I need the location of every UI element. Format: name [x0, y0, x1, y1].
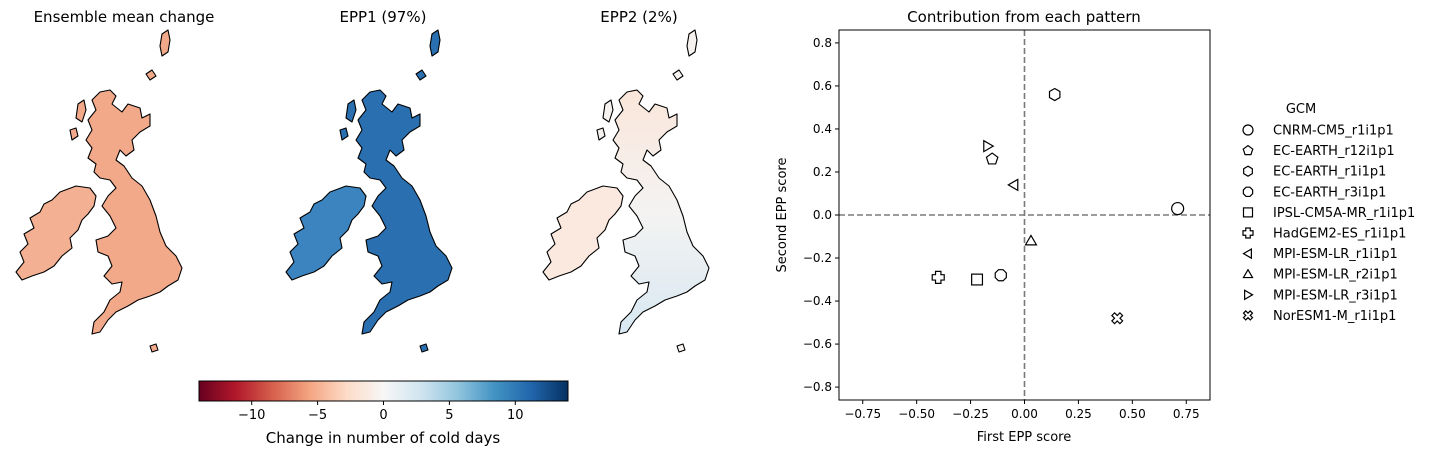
scatter-point: [1007, 178, 1019, 192]
legend-marker: [1242, 268, 1254, 279]
map-landmass: [69, 127, 79, 141]
map-landmass: [345, 99, 357, 123]
map-landmass: [145, 69, 157, 81]
y-ticks: −0.8 −0.6 −0.4 −0.2 0.0 0.2 0.4 0.6 0.8: [803, 36, 839, 394]
map-ireland: [542, 185, 624, 281]
map-panel: [15, 29, 183, 353]
scatter-point: [1171, 201, 1185, 216]
maps-layer: Ensemble mean change EPP1 (97%) EPP2 (2%): [15, 8, 710, 353]
scatter-point: [1048, 87, 1061, 102]
y-tick-label: 0.0: [813, 208, 832, 222]
colorbar-tick-label: −5: [308, 408, 327, 423]
legend-title: GCM: [1286, 102, 1316, 117]
map-title: Ensemble mean change: [34, 8, 215, 26]
colorbar-tick-label: 10: [507, 408, 524, 423]
legend-marker: [1244, 289, 1254, 301]
map-landmass: [415, 69, 427, 81]
legend-label: EC-EARTH_r3i1p1: [1273, 185, 1386, 200]
legend: GCM CNRM-CM5_r1i1p1 EC-EARTH_r12i1p1 EC-EA…: [1242, 102, 1415, 324]
map-landmass: [686, 29, 698, 57]
colorbar: −10 −5 0 5 10 Change in number of cold days: [198, 380, 569, 447]
map-landmass: [612, 89, 710, 335]
map-title: EPP1 (97%): [340, 8, 427, 26]
legend-marker: [1242, 186, 1254, 198]
legend-marker: [1242, 310, 1254, 321]
x-axis-label: First EPP score: [977, 430, 1071, 445]
legend-label: MPI-ESM-LR_r1i1p1: [1273, 247, 1398, 262]
map-landmass: [85, 89, 183, 335]
legend-label: IPSL-CM5A-MR_r1i1p1: [1273, 206, 1415, 221]
reference-lines: [839, 30, 1210, 400]
map-landmass: [339, 127, 349, 141]
legend-label: NorESM1-M_r1i1p1: [1273, 309, 1396, 324]
scatter-points: [931, 87, 1185, 325]
map-landmass: [429, 29, 441, 57]
map-panel: [285, 29, 453, 353]
colorbar-ticks: −10 −5 0 5 10: [238, 401, 524, 423]
legend-label: CNRM-CM5_r1i1p1: [1273, 124, 1394, 139]
map-landmass: [672, 69, 684, 81]
scatter-point: [994, 269, 1007, 282]
map-landmass: [419, 343, 429, 353]
x-tick-label: −0.50: [898, 407, 935, 421]
legend-marker: [1243, 165, 1253, 177]
x-tick-label: −0.75: [844, 407, 881, 421]
legend-marker: [1242, 144, 1254, 156]
colorbar-label: Change in number of cold days: [266, 429, 501, 447]
y-tick-label: −0.2: [803, 251, 832, 265]
map-landmass: [355, 89, 453, 335]
y-tick-label: −0.4: [803, 294, 832, 308]
map-ireland: [285, 185, 367, 281]
map-landmass: [159, 29, 171, 57]
scatter-point: [985, 152, 999, 165]
legend-marker: [1242, 248, 1252, 260]
chart-title: Contribution from each pattern: [907, 8, 1141, 26]
y-tick-label: −0.6: [803, 337, 832, 351]
legend-items: CNRM-CM5_r1i1p1 EC-EARTH_r12i1p1 EC-EARTH_…: [1242, 124, 1415, 324]
legend-marker: [1242, 124, 1254, 136]
x-tick-label: −0.25: [952, 407, 989, 421]
y-tick-label: 0.2: [813, 165, 832, 179]
x-tick-label: 0.75: [1173, 407, 1200, 421]
map-landmass: [149, 343, 159, 353]
legend-marker: [1242, 227, 1254, 239]
x-ticks: −0.75 −0.50 −0.25 0.00 0.25 0.50 0.75: [844, 400, 1200, 421]
map-landmass: [602, 99, 614, 123]
scatter-point: [971, 273, 984, 286]
y-tick-label: 0.4: [813, 122, 832, 136]
map-ireland: [15, 185, 97, 281]
map-landmass: [75, 99, 87, 123]
colorbar-tick-label: 5: [445, 408, 453, 423]
map-title: EPP2 (2%): [600, 8, 677, 26]
x-tick-label: 0.00: [1011, 407, 1038, 421]
legend-label: MPI-ESM-LR_r2i1p1: [1273, 268, 1398, 283]
scatter-point: [1024, 234, 1038, 246]
legend-label: HadGEM2-ES_r1i1p1: [1273, 227, 1406, 242]
map-panel: [542, 29, 710, 353]
scatter-chart: Contribution from each pattern −0.75 −0.5…: [775, 8, 1211, 445]
legend-label: EC-EARTH_r12i1p1: [1273, 144, 1395, 159]
y-tick-label: 0.8: [813, 36, 832, 50]
y-axis-label: Second EPP score: [775, 158, 790, 273]
scatter-point: [983, 139, 995, 153]
colorbar-tick-label: −10: [238, 408, 265, 423]
colorbar-gradient: [198, 380, 569, 402]
colorbar-tick-label: 0: [379, 408, 387, 423]
x-tick-label: 0.25: [1065, 407, 1092, 421]
map-landmass: [676, 343, 686, 353]
legend-label: EC-EARTH_r1i1p1: [1273, 165, 1386, 180]
legend-label: MPI-ESM-LR_r3i1p1: [1273, 288, 1398, 303]
y-tick-label: 0.6: [813, 79, 832, 93]
legend-marker: [1242, 207, 1254, 218]
y-tick-label: −0.8: [803, 380, 832, 394]
scatter-point: [931, 270, 945, 284]
map-landmass: [596, 127, 606, 141]
x-tick-label: 0.50: [1119, 407, 1146, 421]
scatter-point: [1111, 312, 1124, 325]
